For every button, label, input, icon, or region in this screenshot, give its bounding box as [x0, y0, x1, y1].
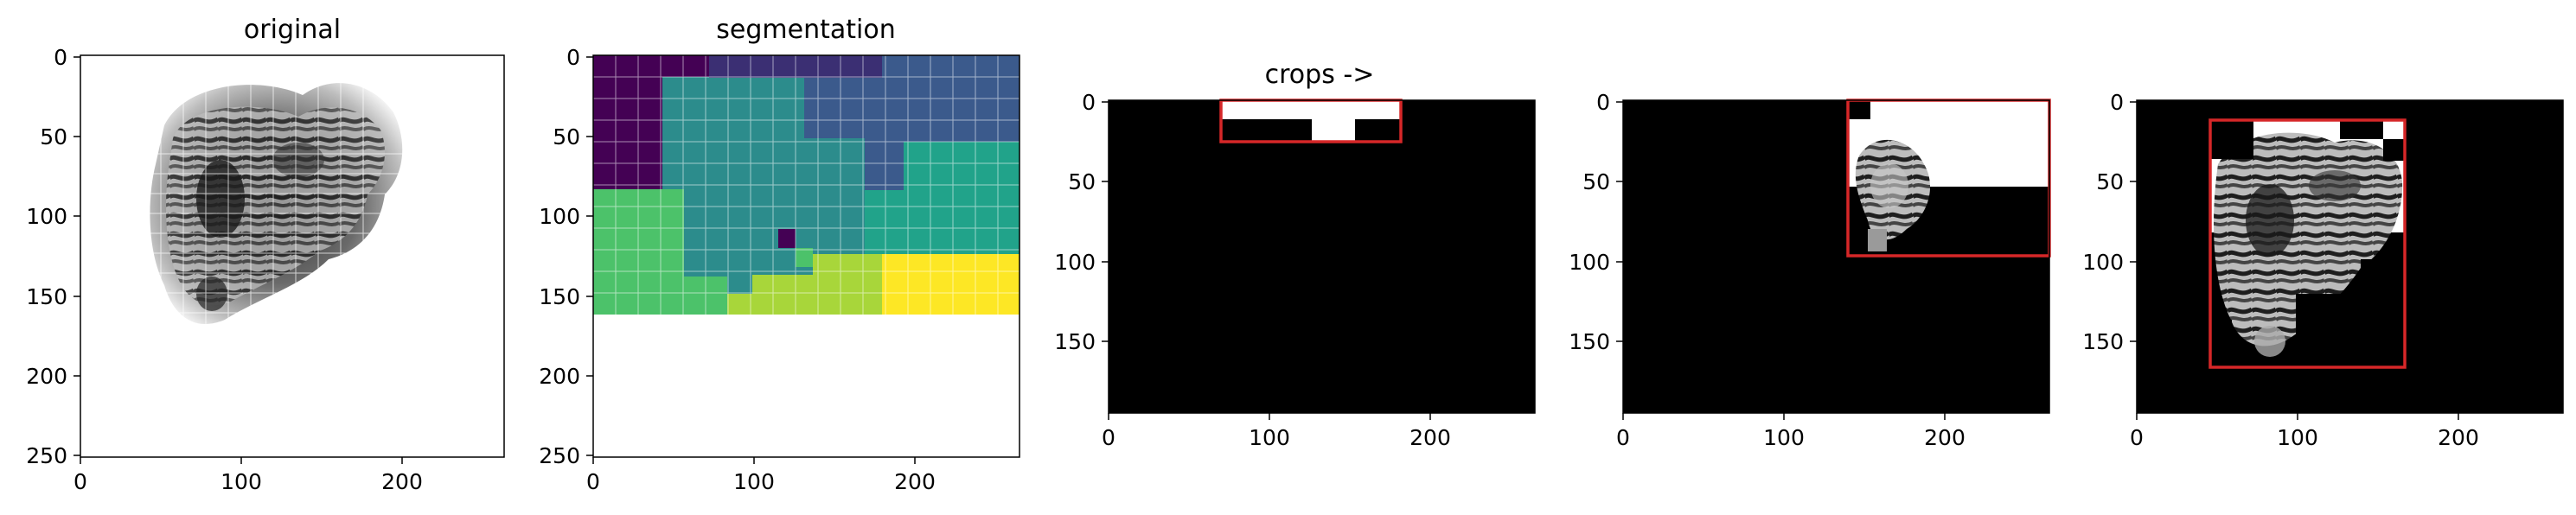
x-ticks: [592, 457, 916, 464]
y-tick-label: 0: [54, 45, 67, 70]
x-tick-label: 100: [1763, 425, 1805, 450]
y-tick-label: 100: [1054, 250, 1096, 275]
panel-title: segmentation: [716, 15, 895, 45]
panel-title: crops ->: [1265, 60, 1375, 90]
x-ticks: [80, 457, 403, 464]
y-tick-label: 50: [553, 124, 580, 149]
y-tick-label: 250: [26, 443, 67, 468]
panel-crop-1: crops -> 0 50 100 150 0 100 200: [1054, 60, 1536, 450]
x-tick-label: 200: [1409, 425, 1451, 450]
y-ticks: [74, 56, 80, 456]
x-ticks: [2136, 413, 2459, 420]
y-tick-label: 100: [26, 204, 67, 229]
y-tick-label: 200: [26, 364, 67, 389]
axes-frame: [2136, 99, 2564, 414]
y-tick-label: 100: [1569, 250, 1610, 275]
y-tick-label: 150: [1569, 329, 1610, 354]
panel-segmentation: segmentation: [539, 15, 1020, 494]
x-tick-label: 200: [894, 469, 936, 494]
axes-frame: [592, 54, 1020, 458]
y-tick-label: 150: [1054, 329, 1096, 354]
x-tick-label: 0: [74, 469, 87, 494]
x-tick-label: 100: [221, 469, 262, 494]
x-tick-label: 0: [1616, 425, 1630, 450]
y-tick-label: 150: [2082, 329, 2124, 354]
crop-content: [1221, 100, 1401, 119]
x-tick-label: 0: [1102, 425, 1115, 450]
panel-original: original 0: [26, 15, 505, 494]
image-area: [1109, 100, 1535, 413]
y-tick-label: 50: [1582, 169, 1610, 194]
y-tick-label: 0: [1082, 90, 1096, 115]
y-tick-label: 0: [2110, 90, 2124, 115]
grid-overlay: [80, 55, 504, 363]
y-tick-label: 0: [566, 45, 580, 70]
crop-content: [1848, 100, 2049, 251]
axes-frame: [80, 54, 505, 458]
y-tick-label: 100: [539, 204, 580, 229]
x-tick-label: 200: [2438, 425, 2479, 450]
y-ticks: [2130, 101, 2137, 342]
crop-box: [2208, 118, 2407, 369]
y-tick-label: 250: [539, 443, 580, 468]
y-tick-label: 0: [1596, 90, 1610, 115]
panel-crop-2: 0 50 100 150 0 100 200: [1569, 90, 2051, 450]
x-tick-label: 0: [2130, 425, 2144, 450]
y-tick-label: 150: [539, 284, 580, 309]
panel-crop-3: 0 50 100 150 0 100 200: [2082, 90, 2564, 450]
x-tick-label: 100: [733, 469, 775, 494]
brain-image: [150, 83, 403, 325]
grid-overlay: [593, 55, 1020, 315]
x-ticks: [1622, 413, 1946, 420]
crop-content: [2210, 120, 2405, 367]
x-tick-label: 200: [1924, 425, 1966, 450]
y-tick-label: 150: [26, 284, 67, 309]
axes-frame: [1108, 99, 1536, 414]
x-tick-label: 200: [381, 469, 423, 494]
y-tick-label: 50: [40, 124, 67, 149]
axes-frame: [1622, 99, 2050, 414]
y-tick-label: 200: [539, 364, 580, 389]
crop-content: [1312, 119, 1355, 142]
y-ticks: [1616, 101, 1623, 342]
y-tick-label: 50: [1068, 169, 1096, 194]
y-tick-label: 50: [2096, 169, 2124, 194]
y-ticks: [1102, 101, 1109, 342]
x-tick-label: 100: [2277, 425, 2318, 450]
y-ticks: [586, 56, 593, 456]
x-ticks: [1108, 413, 1431, 420]
x-tick-label: 0: [586, 469, 600, 494]
y-tick-label: 100: [2082, 250, 2124, 275]
x-tick-label: 100: [1249, 425, 1290, 450]
panel-title: original: [244, 15, 341, 45]
